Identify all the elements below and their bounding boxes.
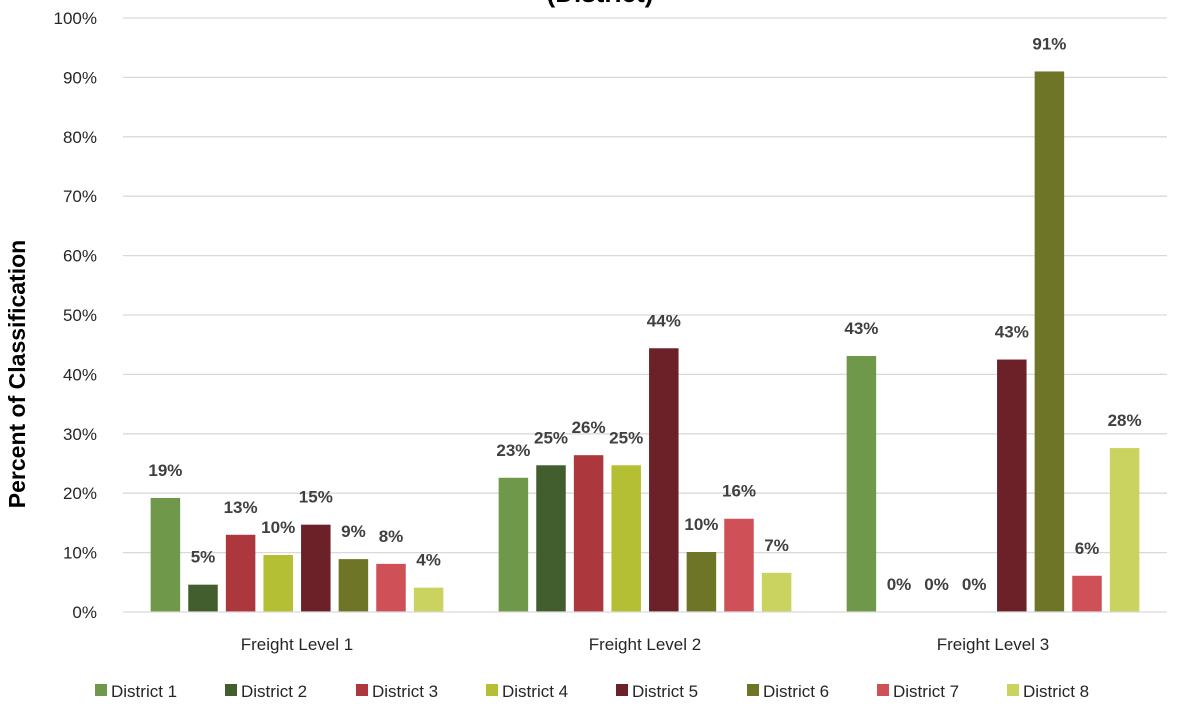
bar-district-6 <box>338 559 369 612</box>
bars <box>150 71 1140 612</box>
x-category-label: Freight Level 1 <box>241 635 353 654</box>
legend-swatch <box>486 684 498 696</box>
legend-label: District 4 <box>502 682 568 701</box>
x-axis-categories: Freight Level 1 Freight Level 2 Freight Le… <box>241 635 1049 654</box>
bar-district-5 <box>301 524 331 612</box>
data-label: 13% <box>224 498 258 517</box>
bar-district-7 <box>1072 575 1102 612</box>
data-label: 25% <box>534 428 568 447</box>
legend-swatch <box>747 684 759 696</box>
bar-district-8 <box>761 572 792 612</box>
x-category-label: Freight Level 2 <box>589 635 701 654</box>
bar-district-8 <box>1109 448 1140 612</box>
data-label: 26% <box>572 418 606 437</box>
y-tick-label: 50% <box>63 306 97 325</box>
y-tick-label: 60% <box>63 247 97 266</box>
gridlines <box>123 17 1167 554</box>
data-label: 9% <box>341 522 366 541</box>
y-tick-label: 40% <box>63 365 97 384</box>
data-label: 10% <box>261 518 295 537</box>
legend-swatch <box>1007 684 1019 696</box>
legend-label: District 6 <box>763 682 829 701</box>
legend-swatch <box>95 684 107 696</box>
legend-label: District 2 <box>241 682 307 701</box>
data-label: 19% <box>148 461 182 480</box>
data-label: 0% <box>962 575 987 594</box>
y-tick-label: 70% <box>63 187 97 206</box>
data-labels: 19%5%13%10%15%9% 8%4%23%25%26%25%44%10%16… <box>148 34 1141 594</box>
legend-swatch <box>225 684 237 696</box>
y-tick-label: 30% <box>63 425 97 444</box>
data-label: 25% <box>609 428 643 447</box>
legend-label: District 8 <box>1023 682 1089 701</box>
bar-district-2 <box>536 465 566 612</box>
bar-district-6 <box>1034 71 1065 612</box>
bar-district-2 <box>188 584 218 612</box>
y-axis-ticks: 0% 10% 20% 30% 40% 50% 60% 70% 80% 90% 100% <box>54 9 97 622</box>
data-label: 0% <box>887 575 912 594</box>
bar-district-4 <box>263 554 293 612</box>
data-label: 43% <box>844 319 878 338</box>
data-label: 44% <box>647 311 681 330</box>
bar-district-3 <box>225 534 256 612</box>
bar-district-8 <box>413 587 444 612</box>
data-label: 43% <box>995 323 1029 342</box>
legend-label: District 3 <box>372 682 438 701</box>
bar-district-7 <box>724 518 754 612</box>
chart-title: (District) <box>547 0 654 8</box>
legend-swatch <box>356 684 368 696</box>
legend-swatch <box>877 684 889 696</box>
data-label: 5% <box>191 548 216 567</box>
y-tick-label: 20% <box>63 484 97 503</box>
data-label: 16% <box>722 482 756 501</box>
y-tick-label: 10% <box>63 544 97 563</box>
y-tick-label: 0% <box>72 603 97 622</box>
bar-district-4 <box>611 465 641 612</box>
bar-district-1 <box>498 477 529 612</box>
legend: District 1 District 2 District 3 District 4… <box>95 682 1089 701</box>
bar-district-6 <box>686 552 717 612</box>
legend-label: District 5 <box>632 682 698 701</box>
bar-district-3 <box>573 455 604 612</box>
data-label: 0% <box>924 575 949 594</box>
data-label: 10% <box>684 515 718 534</box>
y-tick-label: 100% <box>54 9 97 28</box>
legend-label: District 1 <box>111 682 177 701</box>
data-label: 8% <box>379 527 404 546</box>
data-label: 91% <box>1032 34 1066 53</box>
bar-district-7 <box>376 563 406 612</box>
bar-district-1 <box>150 497 181 612</box>
y-axis-label: Percent of Classification <box>4 240 30 508</box>
data-label: 6% <box>1075 539 1100 558</box>
data-label: 7% <box>764 536 789 555</box>
bar-district-5 <box>997 359 1027 612</box>
data-label: 28% <box>1108 411 1142 430</box>
legend-swatch <box>616 684 628 696</box>
legend-label: District 7 <box>893 682 959 701</box>
y-tick-label: 90% <box>63 68 97 87</box>
data-label: 23% <box>496 441 530 460</box>
bar-district-5 <box>649 348 679 612</box>
data-label: 4% <box>416 551 441 570</box>
bar-district-1 <box>846 355 877 612</box>
data-label: 15% <box>299 488 333 507</box>
x-category-label: Freight Level 3 <box>937 635 1049 654</box>
y-tick-label: 80% <box>63 128 97 147</box>
